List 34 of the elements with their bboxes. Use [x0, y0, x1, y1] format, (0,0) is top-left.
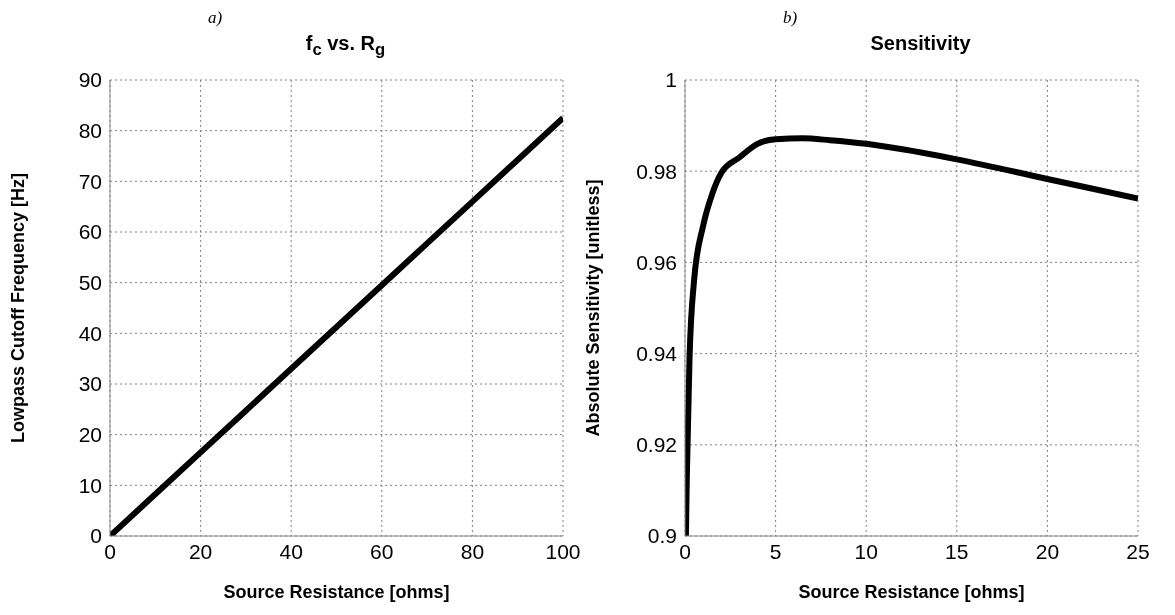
y-tick-label: 70	[78, 169, 102, 193]
x-axis-title: Source Resistance [ohms]	[223, 582, 450, 602]
x-tick-label: 60	[370, 539, 394, 563]
y-tick-label: 50	[78, 271, 102, 295]
text: a)	[208, 8, 223, 28]
x-tick-label: 5	[769, 539, 782, 563]
y-tick-label: 40	[78, 321, 102, 345]
y-tick-label: 20	[78, 423, 102, 447]
y-tick-label: 80	[78, 119, 102, 143]
y-tick-label: 0	[90, 524, 102, 548]
x-tick-label: 20	[188, 539, 213, 563]
y-tick-label: 0.94	[636, 342, 678, 366]
x-tick-label: 40	[279, 539, 303, 563]
y-axis-title: Lowpass Cutoff Frequency [Hz]	[8, 172, 29, 444]
y-tick-label: 0.92	[636, 433, 677, 457]
y-tick-label: 1	[665, 68, 677, 92]
y-tick-label: 0.96	[636, 250, 677, 274]
y-tick-label: 0.98	[636, 159, 677, 183]
chart-title: Sensitivity	[869, 32, 972, 55]
y-axis-title: Absolute Sensitivity [unitless]	[583, 179, 604, 437]
x-tick-label: 10	[854, 539, 878, 563]
text: b)	[783, 8, 798, 28]
chart-title: f$_{c}$ vs. R$_{g}$	[304, 32, 387, 60]
y-tick-label: 0.9	[647, 524, 677, 548]
x-axis-title: Source Resistance [ohms]	[798, 582, 1025, 602]
y-tick-label: 60	[78, 220, 102, 244]
x-tick-label: 100	[545, 539, 581, 563]
x-tick-label: 80	[460, 539, 485, 563]
y-tick-label: 10	[78, 473, 102, 497]
x-tick-label: 25	[1126, 539, 1150, 563]
x-tick-label: 20	[1035, 539, 1060, 563]
x-tick-label: 15	[945, 539, 969, 563]
y-tick-label: 90	[78, 68, 102, 92]
y-tick-label: 30	[78, 372, 102, 396]
